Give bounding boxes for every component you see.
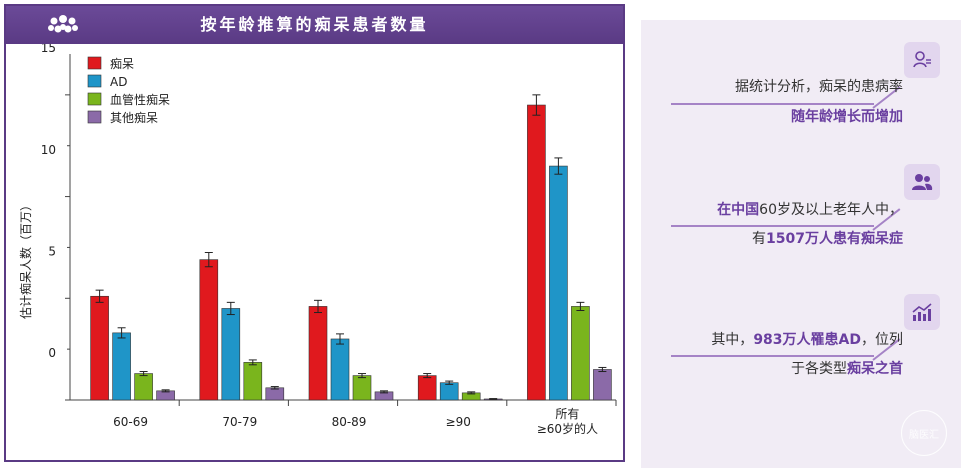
bar (221, 308, 241, 401)
bar (112, 332, 131, 401)
info-block2-line2: 有1507万人患有痴呆症 (752, 228, 903, 250)
bar (265, 387, 285, 401)
info-block3-prefix2: 于各类型 (791, 361, 847, 377)
info-block3-line2: 于各类型痴呆之首 (791, 358, 903, 380)
bar (549, 165, 568, 401)
bar-chart: 0 5 10 15 估计痴呆人数（百万） 60-69 70-79 80-89 ≥90 所有≥60岁… (18, 44, 617, 436)
y-tick-label: 15 (41, 44, 56, 55)
info-block2-accent2: 1507万人患有痴呆症 (766, 231, 903, 247)
y-tick-label: 5 (48, 244, 56, 258)
person-search-icon (904, 42, 940, 78)
legend-swatch (87, 92, 102, 106)
bar (199, 259, 219, 401)
legend-swatch (87, 74, 102, 88)
info-block2-line1: 在中国60岁及以上老年人中， (717, 199, 903, 221)
chart-title: 按年龄推算的痴呆患者数量 (200, 15, 429, 34)
info-block1-line1: 据统计分析，痴呆的患病率 (735, 79, 903, 95)
bar (308, 306, 328, 401)
bar (243, 362, 263, 401)
divider (671, 225, 874, 227)
info-block1-line2: 随年龄增长而增加 (791, 109, 903, 125)
legend-label: 血管性痴呆 (110, 92, 170, 107)
people-group-icon (48, 15, 78, 33)
info-block2-accent: 在中国 (717, 202, 760, 218)
chart-header: 按年龄推算的痴呆患者数量 (6, 6, 623, 44)
info-block3-line1: 其中，983万人罹患AD，位列 (711, 329, 903, 351)
legend-label: AD (110, 75, 127, 89)
bar (90, 295, 109, 401)
info-block2-prefix: 有 (752, 231, 767, 247)
watermark-logo: 脑医汇 (901, 410, 947, 456)
legend-label: 痴呆 (110, 56, 134, 71)
category-label: 80-89 (332, 415, 367, 429)
legend-label: 其他痴呆 (110, 110, 158, 125)
info-block3-accent2: 痴呆之首 (847, 361, 903, 377)
divider (671, 355, 874, 357)
trend-chart-icon (904, 294, 940, 330)
chart-panel: 按年龄推算的痴呆患者数量 0 5 10 15 估计痴呆人数（百万） 60-69 70-79 8… (4, 4, 625, 462)
y-tick-label: 0 (48, 346, 56, 360)
category-label: 60-69 (113, 415, 148, 429)
info-block3-prefix: 其中， (711, 332, 754, 348)
info-panel: 据统计分析，痴呆的患病率 随年龄增长而增加 在中国60岁及以上老年人中， 有15… (641, 20, 961, 468)
bar (527, 104, 546, 401)
y-tick-label: 10 (41, 143, 56, 157)
bar (330, 338, 350, 401)
legend-swatch (87, 110, 102, 124)
bar (134, 373, 153, 401)
category-label: ≥90 (446, 415, 471, 429)
info-block3-accent: 983万人罹患AD (753, 332, 861, 348)
bar (593, 369, 612, 401)
info-block2-rest: 60岁及以上老年人中， (759, 202, 903, 218)
legend-swatch (87, 56, 102, 70)
bar (417, 375, 437, 401)
category-label: 70-79 (222, 415, 257, 429)
category-label: ≥60岁的人 (537, 421, 598, 436)
category-label: 所有 (555, 407, 579, 421)
users-icon (904, 164, 940, 200)
bar (439, 382, 459, 401)
y-axis-label: 估计痴呆人数（百万） (18, 199, 33, 319)
bar (352, 375, 372, 401)
bar (571, 306, 590, 401)
divider (671, 103, 874, 105)
info-block3-rest: ，位列 (861, 332, 903, 348)
